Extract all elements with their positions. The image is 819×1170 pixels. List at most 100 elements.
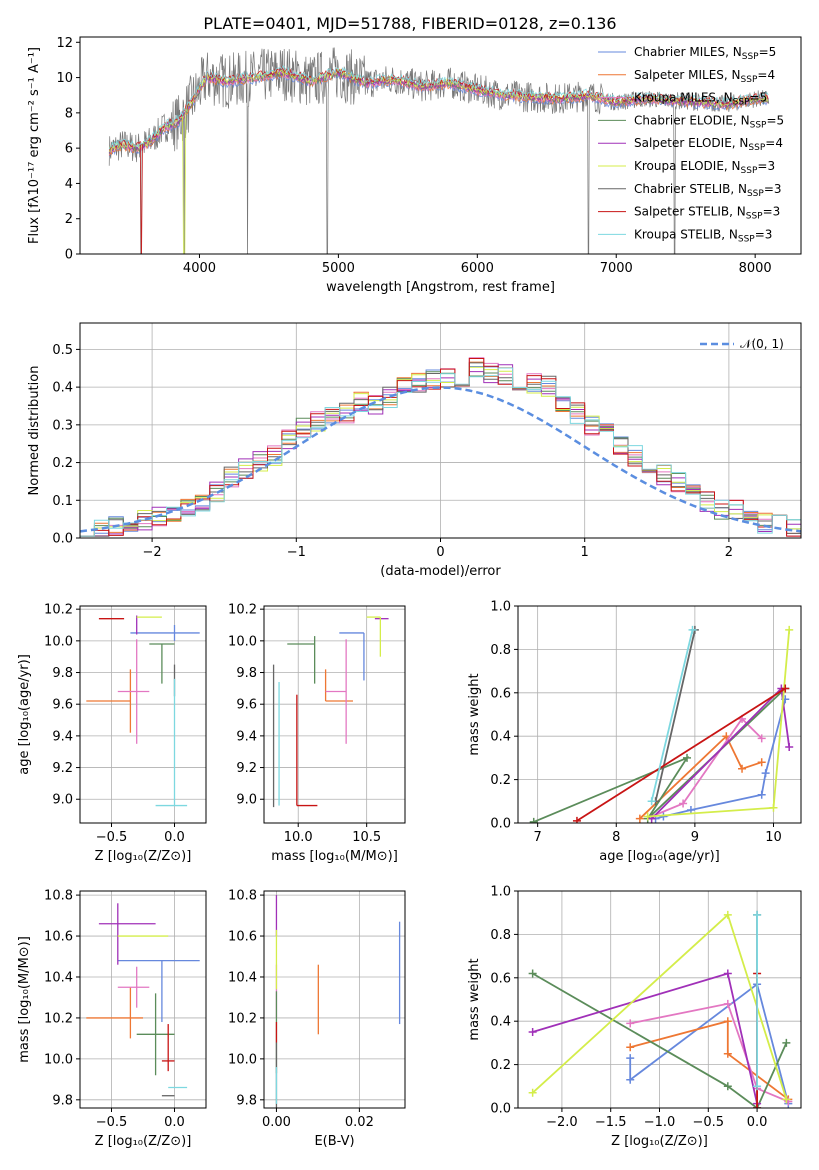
x-tick-label: 0 — [436, 545, 444, 560]
plot-area-residuals — [80, 357, 801, 537]
x-axis-label: wavelength [Angstrom, rest frame] — [326, 280, 555, 295]
series-kroupa_elodie — [647, 629, 791, 818]
y-tick-label: 10.4 — [228, 970, 257, 985]
series-chabrier_elodie — [532, 972, 788, 1108]
marker-kroupa_stelib — [688, 625, 697, 634]
y-tick-label: 9.8 — [236, 666, 257, 681]
y-tick-label: 9.2 — [236, 761, 257, 776]
x-tick-label: −1.0 — [644, 1115, 676, 1130]
y-tick-label: 10.2 — [44, 603, 73, 618]
x-tick-label: −0.5 — [693, 1115, 725, 1130]
series-kroupa_stelib — [650, 629, 694, 802]
axes-frame — [79, 36, 802, 255]
marker-kroupa_stelib — [753, 910, 762, 919]
y-axis-label: age [log₁₀(age/yr)] — [17, 654, 32, 775]
x-tick-label: −0.5 — [96, 830, 128, 845]
legend-suffix: =5 — [766, 113, 784, 127]
y-tick-label: 0.3 — [52, 418, 73, 433]
marker-salpeter_miles — [723, 1017, 732, 1026]
legend-label: Salpeter ELODIE, N — [634, 136, 748, 150]
x-tick-label: 0.0 — [164, 1115, 185, 1130]
y-tick-label: 1.0 — [490, 885, 511, 900]
y-tick-label: 0.0 — [52, 532, 73, 547]
legend-suffix: =5 — [750, 91, 768, 105]
panel-massweight_vs_Z: −2.0 −1.5 −1.0 −0.5 0.0 0.0 0.2 0.4 0.6 0.8 1.0 Z [… — [467, 885, 802, 1149]
legend-entry: Kroupa STELIB, NSSP=3 — [634, 227, 772, 244]
series-kroupa_miles — [630, 1002, 789, 1103]
legend-subscript: SSP — [748, 143, 765, 153]
y-tick-label: 10.8 — [44, 889, 73, 904]
y-tick-label: 2 — [65, 212, 73, 227]
series-salpeter_miles — [639, 734, 762, 820]
legend-suffix: =3 — [763, 205, 781, 219]
legend-entry: Salpeter MILES, NSSP=4 — [634, 68, 775, 85]
y-tick-label: 4 — [65, 177, 73, 192]
y-tick-label: 9.4 — [52, 729, 73, 744]
marker-salpeter_miles — [723, 1049, 732, 1058]
y-tick-label: 1.0 — [490, 600, 511, 615]
legend-label: Salpeter STELIB, N — [634, 205, 746, 219]
marker-kroupa_elodie — [782, 1095, 791, 1104]
y-tick-label: 0.4 — [52, 381, 73, 396]
y-tick-label: 9.2 — [52, 761, 73, 776]
y-tick-label: 12 — [56, 36, 73, 51]
x-tick-label: 1 — [581, 545, 589, 560]
axes-frame — [517, 890, 802, 1109]
legend-subscript: SSP — [741, 75, 758, 85]
x-axis-label: age [log₁₀(age/yr)] — [599, 849, 720, 864]
panel-spectrum: 4000 5000 6000 7000 8000 0 2 4 6 8 10 12 wavelength … — [27, 14, 802, 295]
y-tick-label: 9.0 — [236, 793, 257, 808]
series-salpeter_stelib — [576, 687, 786, 822]
x-axis-label: mass [log₁₀(M/M⊙)] — [271, 849, 398, 864]
marker-kroupa_elodie — [769, 803, 778, 812]
marker-salpeter_elodie — [785, 743, 794, 752]
axes-frame — [79, 605, 207, 824]
y-tick-label: 0.8 — [490, 928, 511, 943]
marker-kroupa_elodie — [723, 910, 732, 919]
y-tick-label: 8 — [65, 106, 73, 121]
x-tick-label: 6000 — [461, 261, 494, 276]
marker-kroupa_miles — [626, 1019, 635, 1028]
x-tick-label: −2 — [143, 545, 162, 560]
legend-suffix: =3 — [764, 182, 782, 196]
x-tick-label: 0.00 — [262, 1115, 291, 1130]
y-tick-label: 0.4 — [490, 730, 511, 745]
panel-age_vs_Z: −0.5 0.0 9.0 9.2 9.4 9.6 9.8 10.0 10.2 Z [log₁₀(Z… — [17, 603, 207, 864]
x-tick-label: 5000 — [322, 261, 355, 276]
y-tick-label: 9.6 — [236, 698, 257, 713]
legend-entry: Salpeter STELIB, NSSP=3 — [634, 205, 780, 222]
legend-subscript: SSP — [747, 189, 764, 199]
y-axis-label: mass [log₁₀(M/M⊙)] — [17, 936, 32, 1063]
y-tick-label: 9.6 — [52, 698, 73, 713]
axes-frame — [263, 890, 406, 1109]
model-spectrum-kroupa_stelib — [108, 65, 769, 150]
model-spectrum-kroupa_elodie — [108, 67, 769, 254]
x-tick-label: −0.5 — [96, 1115, 128, 1130]
y-tick-label: 10.2 — [228, 1011, 257, 1026]
marker-salpeter_miles — [635, 814, 644, 823]
panel-massweight_vs_age: 7 8 9 10 0.0 0.2 0.4 0.6 0.8 1.0 age [log₁₀(age/yr… — [467, 600, 802, 864]
y-axis-label: Flux [fλ10⁻¹⁷ erg cm⁻² s⁻¹ A⁻¹] — [27, 47, 42, 244]
plot-area-mass_vs_Z — [86, 903, 200, 1097]
marker-salpeter_elodie — [528, 1028, 537, 1037]
legend-entry: 𝒩(0, 1) — [740, 337, 784, 351]
series-kroupa_miles — [651, 717, 763, 818]
marker-chabrier_miles — [626, 1075, 635, 1084]
marker-kroupa_elodie — [528, 1088, 537, 1097]
y-tick-label: 0.6 — [490, 686, 511, 701]
plot-area-mass_vs_ebv — [275, 895, 401, 1108]
x-tick-label: −2.0 — [546, 1115, 578, 1130]
y-axis-label: mass weight — [467, 958, 482, 1040]
series-salpeter_miles — [629, 1020, 789, 1101]
axes-frame — [79, 890, 207, 1109]
legend-suffix: =3 — [757, 159, 775, 173]
plot-area-massweight_vs_Z — [528, 910, 793, 1108]
y-tick-label: 0.5 — [52, 343, 73, 358]
marker-chabrier_elodie — [782, 1038, 791, 1047]
y-tick-label: 10.2 — [228, 603, 257, 618]
y-tick-label: 10.2 — [44, 1011, 73, 1026]
y-tick-label: 9.8 — [52, 1093, 73, 1108]
legend-entry: Chabrier ELODIE, NSSP=5 — [634, 113, 784, 130]
legend-subscript: SSP — [738, 234, 755, 244]
marker-kroupa_elodie — [785, 625, 794, 634]
